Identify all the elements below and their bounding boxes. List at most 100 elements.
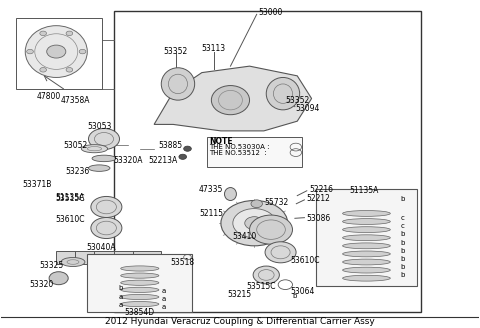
Ellipse shape	[120, 266, 159, 271]
Text: 53086: 53086	[307, 214, 331, 223]
Text: 55732: 55732	[264, 197, 288, 207]
Text: c: c	[400, 215, 404, 221]
Text: 52212: 52212	[307, 195, 331, 203]
Text: 53052: 53052	[63, 141, 87, 150]
Ellipse shape	[120, 273, 159, 278]
Text: b: b	[400, 239, 405, 246]
Text: 53352: 53352	[285, 96, 310, 105]
Circle shape	[66, 31, 73, 36]
Ellipse shape	[343, 275, 390, 281]
Ellipse shape	[91, 217, 122, 238]
Text: b: b	[400, 272, 405, 278]
Text: a: a	[119, 294, 123, 300]
Ellipse shape	[225, 188, 237, 200]
Bar	[87, 254, 192, 312]
Text: THE NO.53512  :: THE NO.53512 :	[209, 150, 267, 155]
Text: 51135A: 51135A	[56, 193, 85, 202]
Text: 53610C: 53610C	[290, 256, 320, 265]
Ellipse shape	[81, 145, 108, 153]
Ellipse shape	[253, 266, 279, 284]
Ellipse shape	[266, 77, 300, 110]
Text: a: a	[119, 302, 123, 308]
Ellipse shape	[92, 155, 116, 162]
Text: 53325: 53325	[39, 261, 63, 270]
Text: NOTE: NOTE	[209, 137, 233, 146]
Ellipse shape	[88, 129, 120, 150]
Ellipse shape	[343, 235, 390, 241]
Circle shape	[184, 146, 192, 151]
Text: 2012 Hyundai Veracruz Coupling & Differential Carrier Assy: 2012 Hyundai Veracruz Coupling & Differe…	[105, 317, 375, 326]
Text: c: c	[400, 223, 404, 229]
Ellipse shape	[120, 301, 159, 307]
Ellipse shape	[120, 280, 159, 285]
Ellipse shape	[343, 211, 390, 216]
Text: 52213A: 52213A	[149, 155, 178, 165]
Ellipse shape	[211, 86, 250, 115]
Text: 53320A: 53320A	[114, 155, 143, 165]
Bar	[114, 11, 421, 312]
Ellipse shape	[120, 295, 159, 299]
Text: 53236: 53236	[65, 167, 90, 176]
Circle shape	[79, 49, 86, 54]
Text: 53053: 53053	[87, 122, 111, 131]
Ellipse shape	[88, 165, 110, 171]
Bar	[206, 137, 302, 167]
Circle shape	[251, 200, 263, 208]
Text: 53000: 53000	[259, 8, 283, 17]
Text: 47335: 47335	[199, 185, 223, 194]
Ellipse shape	[221, 200, 288, 246]
Text: 52115: 52115	[199, 209, 223, 218]
Bar	[56, 251, 161, 264]
Ellipse shape	[343, 259, 390, 265]
Circle shape	[66, 68, 73, 72]
Text: a: a	[161, 296, 166, 302]
Text: b: b	[400, 248, 405, 254]
Text: 51135A: 51135A	[349, 186, 379, 195]
Text: 53885: 53885	[158, 141, 183, 150]
Text: 53854D: 53854D	[125, 308, 155, 317]
Text: 53113: 53113	[202, 44, 226, 53]
Circle shape	[47, 45, 66, 58]
Ellipse shape	[245, 217, 264, 230]
Circle shape	[179, 154, 187, 159]
Text: 53410: 53410	[232, 232, 257, 241]
Ellipse shape	[343, 251, 390, 257]
Ellipse shape	[25, 26, 87, 77]
Text: 53518: 53518	[171, 257, 195, 267]
Circle shape	[27, 49, 34, 54]
Text: 53215: 53215	[228, 290, 252, 299]
Ellipse shape	[250, 215, 292, 244]
Text: 53515C: 53515C	[247, 282, 276, 291]
Text: 53320: 53320	[30, 280, 54, 289]
Text: b: b	[119, 285, 123, 291]
Text: b: b	[293, 293, 297, 299]
Ellipse shape	[343, 219, 390, 224]
Ellipse shape	[61, 257, 85, 267]
Text: 47800: 47800	[37, 92, 61, 101]
Polygon shape	[154, 66, 312, 131]
Text: 47358A: 47358A	[60, 96, 90, 105]
Ellipse shape	[120, 287, 159, 293]
Bar	[316, 189, 417, 286]
Text: 53371B: 53371B	[22, 180, 51, 189]
Text: 53610C: 53610C	[55, 215, 85, 224]
Ellipse shape	[161, 68, 195, 100]
Text: THE NO.53030A :: THE NO.53030A :	[209, 144, 269, 150]
Text: 53515C: 53515C	[55, 195, 85, 203]
Ellipse shape	[343, 227, 390, 233]
Text: b: b	[400, 256, 405, 262]
Text: b: b	[400, 264, 405, 270]
Text: 53040A: 53040A	[87, 243, 117, 252]
Text: a: a	[161, 304, 166, 310]
Ellipse shape	[91, 196, 122, 217]
Text: b: b	[400, 232, 405, 237]
Ellipse shape	[343, 267, 390, 273]
Text: b: b	[400, 196, 405, 202]
Ellipse shape	[265, 242, 296, 263]
Ellipse shape	[343, 243, 390, 249]
Text: 53094: 53094	[295, 104, 319, 113]
Circle shape	[40, 68, 47, 72]
Ellipse shape	[49, 272, 68, 285]
Text: 52216: 52216	[309, 185, 333, 194]
Circle shape	[40, 31, 47, 36]
